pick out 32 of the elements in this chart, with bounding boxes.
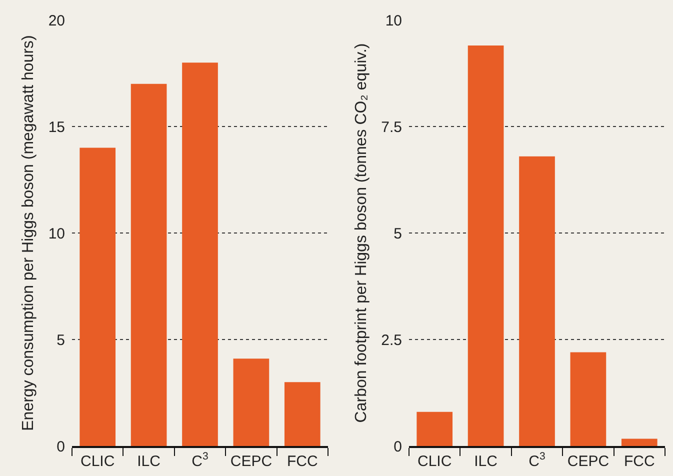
x-tick-label: CEPC [567,453,610,470]
y-tick-label: 5 [394,225,402,242]
y-tick-label: 10 [385,12,402,30]
y-tick-label: 7.5 [381,118,402,136]
x-tick-label: FCC [286,453,318,470]
bar [468,46,504,446]
x-tick-label: C$^{3}$ [192,450,208,470]
bar [416,412,453,446]
y-tick-label: 0 [56,438,65,456]
y-tick-label: 20 [48,12,65,30]
bar [284,382,320,446]
y-tick-label: 2.5 [381,332,402,349]
y-axis-title: Carbon footprint per Higgs boson (tonnes CO₂ equiv.) [353,43,370,423]
bar [570,352,606,446]
y-tick-label: 5 [56,332,65,349]
x-tick-label: CLIC [418,453,452,470]
bar [621,438,658,446]
x-tick-label: CLIC [80,453,115,470]
x-tick-label: CEPC [230,453,272,470]
x-tick-label: ILC [474,453,498,470]
y-tick-label: 0 [394,438,402,456]
bar [182,62,218,446]
bar [80,148,116,446]
bar [130,84,167,446]
y-axis-title: Energy consumption per Higgs boson (megawatt hours) [20,35,38,431]
y-tick-label: 10 [48,225,65,242]
x-tick-label: C$^{3}$ [528,450,546,470]
bar [519,156,555,446]
bar [233,358,270,446]
x-tick-label: ILC [137,453,161,470]
x-tick-label: FCC [624,453,655,470]
y-tick-label: 15 [48,118,65,136]
